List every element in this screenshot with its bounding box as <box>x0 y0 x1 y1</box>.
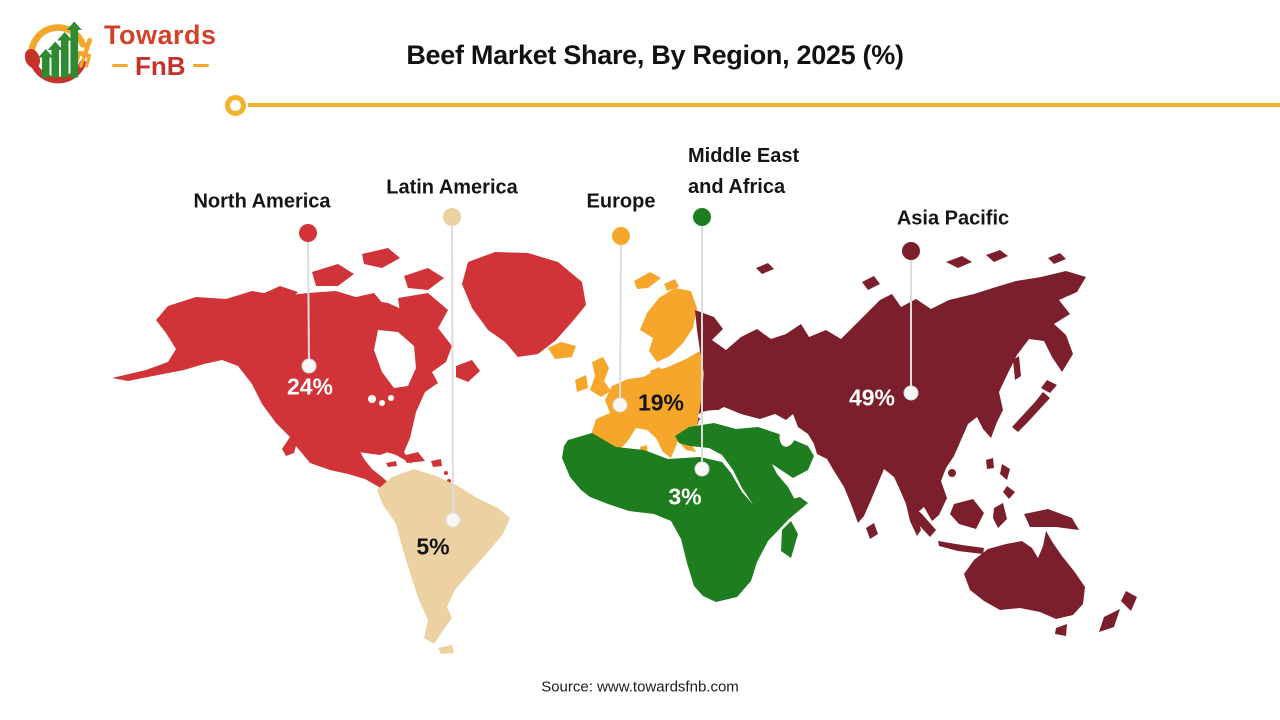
value-label-asia-pacific: 49% <box>848 384 896 411</box>
region-label-middle-east-africa: Middle East and Africa <box>688 145 800 198</box>
label-dot-asia-pacific <box>902 242 920 260</box>
leader-lines <box>307 224 912 521</box>
chart-title: Beef Market Share, By Region, 2025 (%) <box>406 40 904 70</box>
brand-name-bottom: FnB <box>134 50 186 81</box>
map-region-europe <box>548 272 704 466</box>
brand-logo-icon <box>24 21 92 84</box>
value-label-latin-america: 5% <box>416 533 450 560</box>
region-label-latin-america: Latin America <box>386 176 518 199</box>
divider-ring <box>225 95 246 116</box>
label-dot-north-america <box>299 224 317 242</box>
map-region-asia-pacific <box>695 250 1137 636</box>
growth-bars-icon <box>38 21 82 78</box>
region-label-north-america: North America <box>193 190 331 213</box>
map-anchor-dots <box>301 358 919 528</box>
divider-line <box>248 103 1280 107</box>
map-region-latin-america <box>377 469 510 654</box>
source-note: Source: www.towardsfnb.com <box>541 678 739 696</box>
region-label-asia-pacific: Asia Pacific <box>896 207 1010 230</box>
logo-dash-left <box>111 64 128 67</box>
map-region-north-america <box>112 248 586 497</box>
map-region-middle-east-africa <box>562 423 814 602</box>
value-label-north-america: 24% <box>286 373 334 400</box>
logo-arc-bottom <box>30 59 87 84</box>
value-label-europe: 19% <box>637 389 685 416</box>
label-dot-europe <box>612 227 630 245</box>
leader-line-latin-america <box>451 224 454 521</box>
leader-line-europe <box>619 242 622 406</box>
value-label-middle-east-africa: 3% <box>668 483 702 510</box>
brand-name-top: Towards <box>104 19 217 50</box>
label-dot-latin-america <box>443 208 461 226</box>
brand-logo-text: Towards FnB <box>104 19 217 81</box>
label-dot-middle-east-africa <box>693 208 711 226</box>
region-label-europe: Europe <box>586 190 656 213</box>
map-water-overlays <box>368 330 797 447</box>
brand-logo: Towards FnB <box>22 12 217 88</box>
leader-line-north-america <box>307 239 310 367</box>
logo-dash-right <box>192 64 209 67</box>
spoon-icon <box>24 48 41 69</box>
